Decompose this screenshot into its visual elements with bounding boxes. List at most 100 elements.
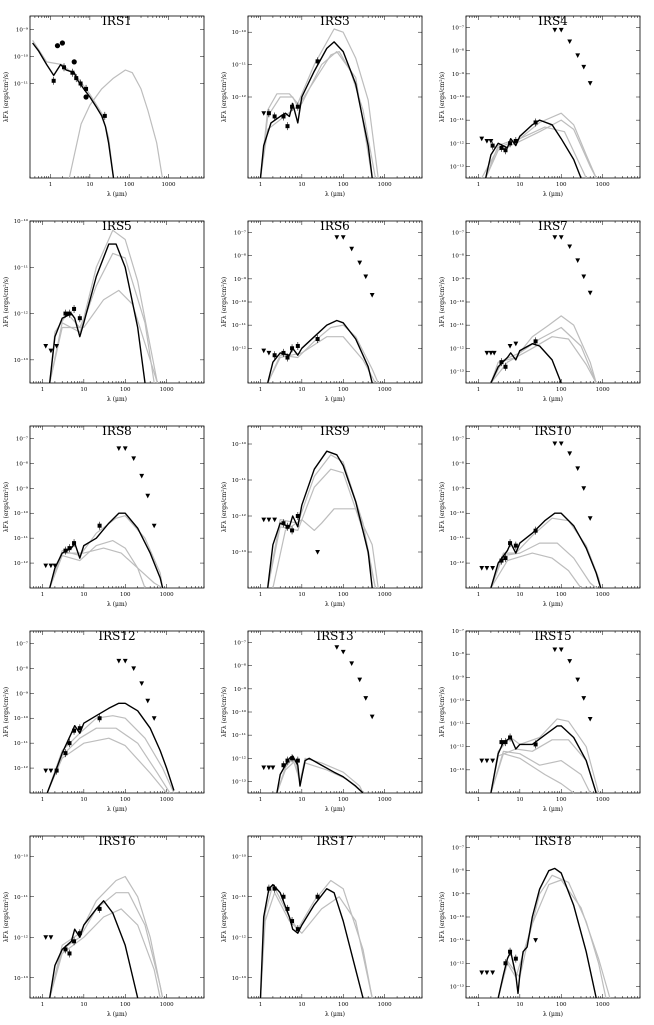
y-tick-label: 10⁻⁷ bbox=[452, 628, 465, 635]
detection-point bbox=[281, 350, 286, 355]
upper-limit-marker bbox=[581, 486, 587, 491]
detection-point bbox=[503, 961, 508, 966]
best-model-fit bbox=[485, 119, 582, 179]
x-tick-label: 1 bbox=[477, 1002, 481, 1008]
x-tick-label: 1000 bbox=[160, 1002, 174, 1008]
y-axis-label: λFλ (ergs/cm²/s) bbox=[439, 72, 446, 122]
x-tick-label: 1 bbox=[477, 182, 481, 188]
x-tick-label: 100 bbox=[338, 182, 349, 188]
x-tick-label: 100 bbox=[556, 387, 567, 393]
upper-limit-marker bbox=[567, 659, 573, 664]
upper-limit-marker bbox=[349, 246, 355, 252]
panel-title: IRS16 bbox=[98, 834, 135, 848]
detection-point bbox=[67, 741, 72, 746]
upper-limit-marker bbox=[52, 563, 58, 569]
detection-point bbox=[508, 541, 513, 546]
y-tick-label: 10⁻¹¹ bbox=[14, 740, 28, 747]
y-tick-label: 10⁻⁸ bbox=[452, 868, 465, 875]
x-tick-label: 1000 bbox=[596, 797, 610, 803]
extra-data-point bbox=[71, 59, 77, 65]
x-axis-label: λ (μm) bbox=[543, 1011, 563, 1018]
upper-limit-marker bbox=[349, 661, 355, 666]
x-tick-label: 100 bbox=[556, 592, 567, 598]
extra-data-point bbox=[59, 40, 65, 46]
sed-plot: 1 10 100 1000 10⁻⁷ 10⁻⁸ 10⁻⁹ 10⁻¹⁰ 10⁻¹¹ 10⁻¹² λ (… bbox=[221, 219, 423, 403]
detection-point bbox=[67, 311, 72, 316]
upper-limit-marker bbox=[558, 647, 564, 653]
x-axis-label: λ (μm) bbox=[543, 806, 563, 813]
y-tick-label: 10⁻¹² bbox=[14, 560, 28, 567]
detection-point bbox=[499, 360, 504, 365]
upper-limit-marker bbox=[270, 765, 276, 771]
plot-frame bbox=[247, 425, 423, 589]
x-tick-label: 10 bbox=[516, 387, 523, 393]
detection-point bbox=[97, 523, 102, 528]
x-tick-label: 10 bbox=[86, 182, 93, 188]
alt-model-fit bbox=[267, 336, 376, 384]
y-tick-label: 10⁻¹¹ bbox=[232, 62, 246, 69]
upper-limit-marker bbox=[575, 466, 581, 471]
alt-model-fit bbox=[490, 326, 597, 384]
upper-limit-marker bbox=[122, 658, 128, 664]
y-tick-label: 10⁻¹⁰ bbox=[232, 853, 247, 860]
upper-limit-marker bbox=[131, 456, 137, 461]
best-model-fit bbox=[32, 42, 115, 179]
detection-point bbox=[78, 81, 83, 86]
y-tick-label: 10⁻⁷ bbox=[16, 435, 29, 442]
y-tick-label: 10⁻⁷ bbox=[452, 230, 465, 237]
detection-point bbox=[295, 514, 300, 518]
y-tick-label: 10⁻¹¹ bbox=[14, 535, 28, 542]
y-tick-label: 10⁻¹³ bbox=[450, 163, 464, 170]
y-tick-label: 10⁻¹⁰ bbox=[450, 914, 465, 921]
x-axis-label: λ (μm) bbox=[325, 191, 345, 198]
upper-limit-marker bbox=[552, 647, 558, 653]
alt-model-fit bbox=[490, 517, 602, 589]
detection-point bbox=[290, 528, 295, 533]
y-tick-label: 10⁻⁷ bbox=[452, 25, 465, 32]
detection-point bbox=[63, 311, 68, 316]
detection-point bbox=[51, 78, 56, 83]
detection-point bbox=[102, 113, 107, 118]
detection-point bbox=[513, 956, 518, 961]
upper-limit-marker bbox=[587, 716, 593, 722]
x-tick-label: 1000 bbox=[596, 592, 610, 598]
y-tick-label: 10⁻⁸ bbox=[16, 460, 29, 467]
best-model-fit bbox=[276, 755, 364, 794]
upper-limit-marker bbox=[581, 696, 587, 701]
upper-limit-marker bbox=[552, 235, 558, 240]
alt-model-fit bbox=[276, 757, 364, 794]
y-tick-label: 10⁻¹³ bbox=[232, 778, 246, 785]
x-tick-label: 10 bbox=[80, 592, 87, 598]
plot-frame bbox=[247, 15, 423, 179]
alt-model-fit bbox=[259, 879, 373, 999]
sed-plot: 1 10 100 1000 10⁻⁷ 10⁻⁸ 10⁻⁹ 10⁻¹⁰ 10⁻¹¹ 10⁻¹² 10⁻… bbox=[221, 629, 423, 813]
upper-limit-marker bbox=[575, 677, 581, 683]
y-axis-label: λFλ (ergs/cm²/s) bbox=[439, 482, 446, 532]
upper-limit-marker bbox=[587, 290, 593, 296]
sed-panel: 1 10 100 1000 10⁻⁷ 10⁻⁸ 10⁻⁹ 10⁻¹⁰ 10⁻¹¹ 10⁻¹² 10⁻… bbox=[436, 0, 646, 200]
x-tick-label: 1 bbox=[41, 797, 45, 803]
detection-point bbox=[70, 70, 75, 75]
detection-point bbox=[295, 104, 300, 109]
sed-plot: 1 10 100 1000 10⁻¹⁰ 10⁻¹¹ 10⁻¹² λ (μm) λFλ (ergs… bbox=[221, 14, 423, 198]
y-tick-label: 10⁻⁹ bbox=[234, 276, 247, 283]
x-tick-label: 1000 bbox=[378, 182, 392, 188]
sed-panel: 1 10 100 1000 10⁻⁷ 10⁻⁸ 10⁻⁹ 10⁻¹⁰ 10⁻¹¹ 10⁻¹² λ (… bbox=[0, 410, 210, 610]
y-axis-label: λFλ (ergs/cm²/s) bbox=[221, 482, 228, 532]
detection-point bbox=[508, 735, 513, 740]
x-tick-label: 10 bbox=[298, 1002, 305, 1008]
upper-limit-marker bbox=[479, 566, 485, 571]
detection-point bbox=[533, 339, 538, 344]
detection-point bbox=[63, 947, 68, 952]
upper-limit-marker bbox=[369, 293, 375, 298]
upper-limit-marker bbox=[151, 716, 157, 721]
detection-point bbox=[63, 751, 68, 756]
panel-title: IRS1 bbox=[102, 14, 132, 28]
x-tick-label: 1000 bbox=[596, 182, 610, 188]
alt-model-fit bbox=[267, 454, 376, 589]
sed-panel: 1 10 100 1000 10⁻¹⁰ 10⁻¹¹ 10⁻¹² 10⁻¹³ λ (μm) λFλ … bbox=[0, 205, 210, 405]
upper-limit-marker bbox=[488, 350, 494, 356]
panel-title: IRS15 bbox=[534, 629, 571, 643]
upper-limit-marker bbox=[491, 350, 497, 356]
y-tick-label: 10⁻¹⁰ bbox=[14, 54, 29, 61]
